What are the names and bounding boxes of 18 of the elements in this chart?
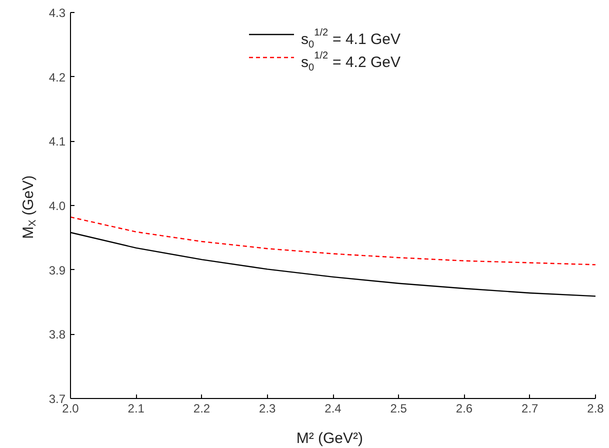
x-tick-label: 2.8 — [587, 402, 604, 416]
y-tick-label: 4.2 — [48, 70, 66, 84]
x-tick-label: 2.3 — [259, 402, 276, 416]
x-tick-label: 2.2 — [193, 402, 210, 416]
x-tick-label: 2.7 — [522, 402, 539, 416]
y-tick-label: 4.1 — [48, 134, 66, 149]
x-tick-label: 2.0 — [62, 402, 80, 416]
x-axis-title: M² (GeV²) — [296, 430, 363, 447]
y-tick-label: 4.3 — [48, 6, 66, 20]
x-tick-label: 2.6 — [456, 402, 473, 416]
y-axis-title: MX (GeV) — [20, 175, 38, 239]
y-tick-label: 4.0 — [48, 199, 66, 213]
y-tick-label: 3.9 — [48, 263, 66, 278]
x-tick-label: 2.1 — [128, 402, 145, 416]
x-tick-label: 2.5 — [390, 402, 408, 416]
x-tick-label: 2.4 — [324, 402, 342, 416]
line-series — [70, 216, 596, 266]
y-tick-label: 3.8 — [48, 328, 66, 342]
